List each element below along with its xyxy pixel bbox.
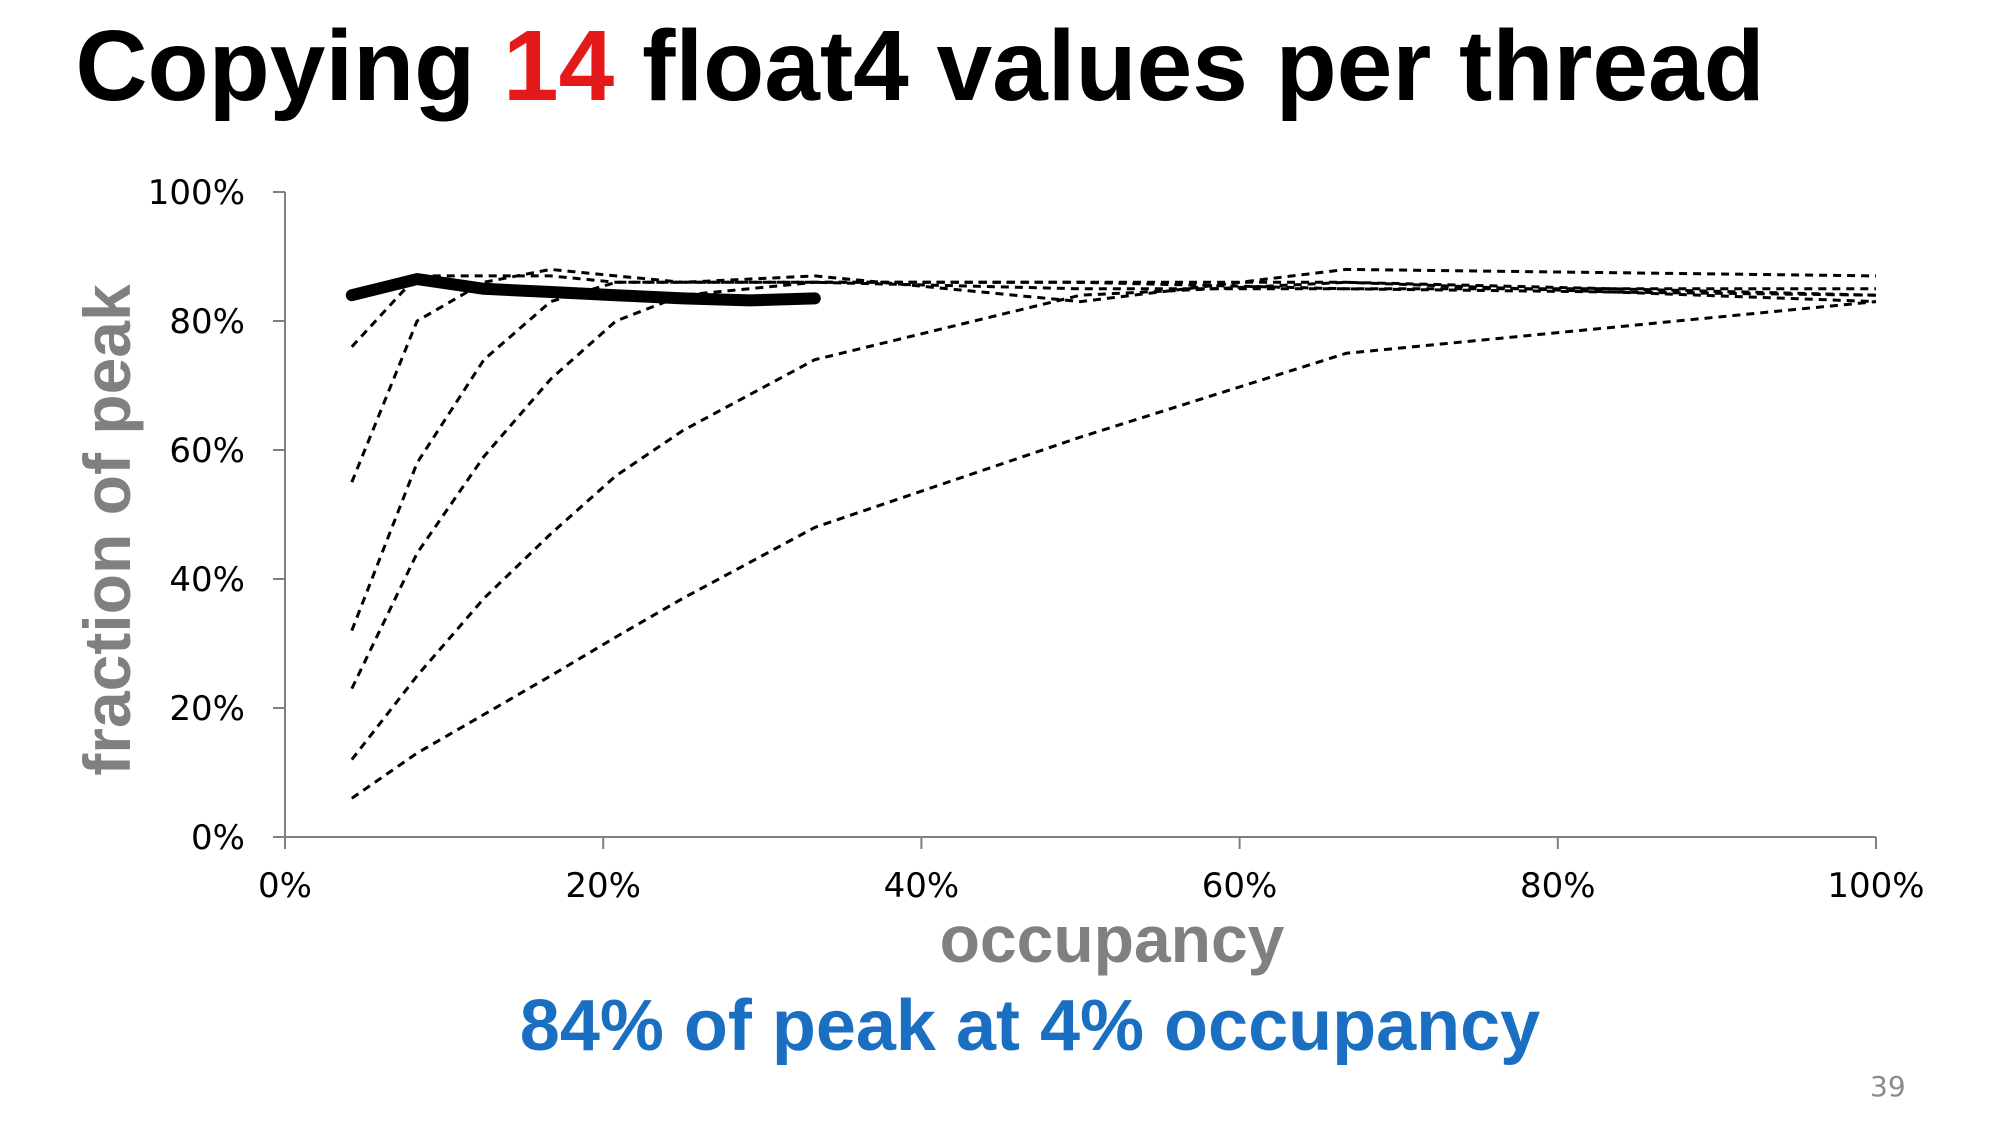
y-tick-label: 20% [169, 689, 245, 729]
x-axis-title: occupancy [940, 902, 1285, 976]
series-line-dashed [350, 280, 1877, 690]
page-number: 39 [1870, 1070, 1906, 1103]
y-tick-label: 80% [169, 302, 245, 342]
series-line-dashed [350, 267, 1877, 483]
chart-axes [273, 191, 1877, 849]
x-tick-label: 40% [884, 866, 960, 906]
title-text-before: Copying [75, 10, 504, 122]
title-highlight-number: 14 [503, 10, 615, 122]
slide-title: Copying 14 float4 values per thread [0, 6, 1840, 126]
x-tick-label: 0% [258, 866, 312, 906]
x-tick-labels: 0% 20% 40% 60% 80% 100% [258, 866, 1925, 906]
slide-caption: 84% of peak at 4% occupancy [519, 986, 1541, 1066]
y-axis-title: fraction of peak [70, 284, 144, 776]
y-tick-label: 0% [191, 818, 245, 858]
x-tick-label: 80% [1520, 866, 1596, 906]
y-tick-label: 40% [169, 560, 245, 600]
series-line-dashed [350, 300, 1877, 800]
y-tick-labels: 0% 20% 40% 60% 80% 100% [148, 173, 245, 858]
series-line-dashed [350, 267, 1877, 632]
y-tick-label: 100% [148, 173, 245, 213]
x-tick-label: 20% [565, 866, 641, 906]
x-tick-label: 60% [1202, 866, 1278, 906]
series-line-highlighted [345, 273, 821, 307]
y-tick-label: 60% [169, 431, 245, 471]
chart-series [345, 267, 1877, 800]
title-text-after: float4 values per thread [614, 10, 1765, 122]
series-line-dashed [350, 280, 1877, 761]
x-tick-label: 100% [1827, 866, 1924, 906]
series-line-dashed [350, 274, 1876, 348]
